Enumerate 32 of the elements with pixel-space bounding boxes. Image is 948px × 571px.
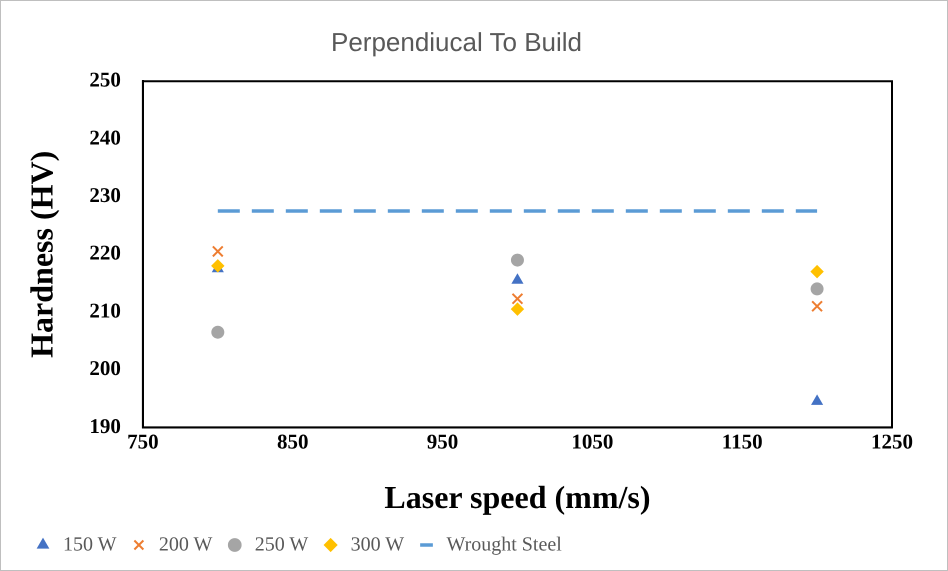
x-tick-label: 850 [276, 429, 308, 454]
point [811, 300, 824, 312]
point [512, 292, 524, 305]
point [810, 282, 824, 296]
point [510, 302, 524, 316]
y-tick-label: 250 [89, 68, 121, 92]
point [212, 245, 224, 258]
legend-label: 300 W [350, 533, 404, 556]
x-tick-label: 1050 [571, 429, 614, 454]
y-tick-label: 220 [89, 240, 121, 265]
y-tick-label: 200 [89, 356, 121, 380]
point [512, 274, 524, 284]
point [211, 259, 224, 272]
legend-label: 250 W [254, 533, 308, 556]
x-tick-label: 950 [426, 429, 458, 454]
y-tick-label: 190 [89, 414, 121, 438]
x-tick-label: 750 [127, 429, 159, 454]
point [510, 254, 524, 267]
y-axis-title: Hardness (HV) [23, 150, 60, 358]
point [211, 326, 224, 339]
x-tick-label: 1150 [722, 429, 763, 454]
legend-label: 200 W [158, 533, 213, 556]
point [811, 394, 823, 405]
y-tick-label: 240 [89, 125, 121, 150]
legend-label: Wrought Steel [446, 533, 562, 556]
x-tick-label: 1250 [871, 429, 913, 454]
chart-title: Perpendiucal To Build [330, 26, 582, 57]
legend-label: 150 W [63, 533, 117, 556]
y-tick-label: 230 [89, 183, 121, 208]
x-axis-title: Laser speed (mm/s) [384, 479, 650, 516]
point [810, 265, 824, 278]
y-tick-label: 210 [89, 298, 121, 322]
